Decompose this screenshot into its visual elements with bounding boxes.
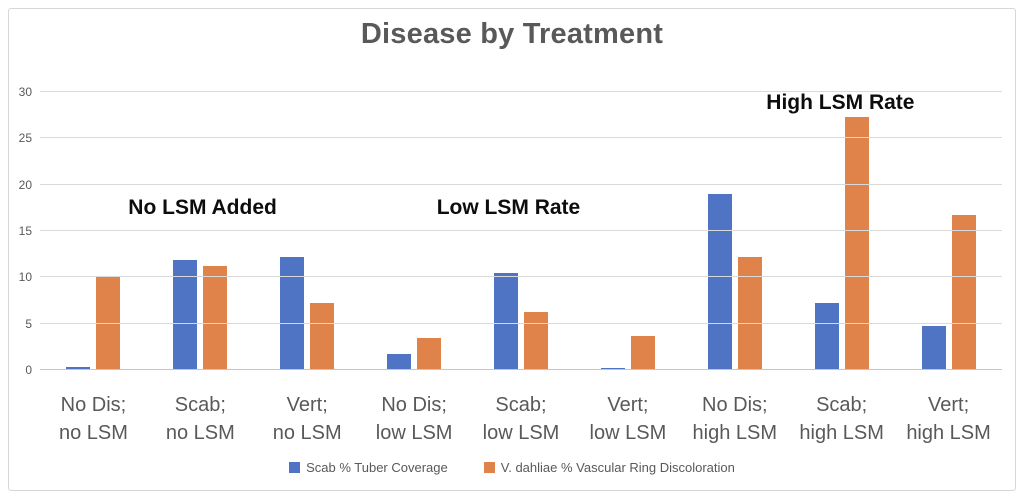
bar-group-1 bbox=[40, 92, 147, 370]
gridline-30 bbox=[40, 91, 1002, 92]
x-axis-label-line: low LSM bbox=[375, 422, 453, 444]
bar-series-1-group-8 bbox=[814, 303, 839, 370]
plot-area: No LSM Added Low LSM Rate High LSM Rate bbox=[40, 91, 1002, 370]
x-axis-label-line: No Dis; bbox=[702, 394, 768, 416]
y-tick-label-30: 30 bbox=[18, 85, 32, 99]
legend-item-2: V. dahliae % Vascular Ring Discoloration bbox=[483, 460, 735, 475]
bar-group-6 bbox=[574, 92, 681, 370]
x-axis-label-4: No Dis; low LSM bbox=[361, 391, 468, 447]
gridline-5 bbox=[40, 322, 1002, 324]
x-axis-label-line: no LSM bbox=[272, 422, 342, 444]
x-axis-label-line: high LSM bbox=[906, 422, 991, 444]
x-axis-label-line: No Dis; bbox=[381, 394, 447, 416]
gridline-25 bbox=[40, 137, 1002, 139]
bar-group-3 bbox=[254, 92, 361, 370]
x-axis-label-line: Vert; bbox=[928, 394, 970, 416]
x-axis-label-line: No Dis; bbox=[60, 394, 127, 416]
annotation-2: Low LSM Rate bbox=[436, 195, 581, 219]
x-axis-label-7: No Dis; high LSM bbox=[681, 391, 788, 447]
bar-series-2-group-8 bbox=[844, 117, 869, 370]
x-axis-label-6: Vert; low LSM bbox=[574, 391, 681, 447]
y-axis: 0 5 10 15 20 25 30 bbox=[0, 85, 32, 377]
x-axis-label-line: Scab; bbox=[495, 394, 547, 416]
bar-groups bbox=[40, 92, 1002, 370]
x-axis-label-line: high LSM bbox=[799, 422, 884, 444]
gridline-20 bbox=[40, 183, 1002, 185]
annotation-1: No LSM Added bbox=[128, 195, 277, 219]
bar-group-5 bbox=[468, 92, 575, 370]
y-tick-label-5: 5 bbox=[25, 316, 32, 331]
bar-series-2-group-9 bbox=[951, 215, 976, 370]
x-axis-label-1: No Dis; no LSM bbox=[40, 391, 147, 447]
bar-series-1-group-5 bbox=[494, 272, 518, 370]
bar-series-2-group-4 bbox=[417, 337, 442, 370]
bar-group-4 bbox=[361, 92, 468, 370]
x-axis-label-9: Vert; high LSM bbox=[895, 391, 1002, 447]
gridline-0 bbox=[40, 369, 1002, 370]
bar-group-7 bbox=[681, 92, 788, 370]
legend-label-1: Scab % Tuber Coverage bbox=[306, 460, 448, 475]
bar-series-1-group-1 bbox=[66, 367, 91, 370]
bar-series-2-group-3 bbox=[310, 303, 335, 370]
legend-swatch-2 bbox=[483, 462, 495, 473]
y-tick-label-20: 20 bbox=[18, 177, 32, 192]
x-axis-label-3: Vert; no LSM bbox=[254, 391, 361, 447]
bar-series-1-group-3 bbox=[280, 256, 305, 370]
gridline-10 bbox=[40, 276, 1002, 278]
x-axis-label-line: no LSM bbox=[58, 422, 128, 444]
y-tick-label-25: 25 bbox=[18, 131, 32, 146]
bar-series-2-group-5 bbox=[524, 311, 548, 370]
bar-group-2 bbox=[147, 92, 254, 370]
x-axis-label-line: Vert; bbox=[607, 394, 649, 416]
gridline-15 bbox=[40, 230, 1002, 231]
bar-series-2-group-6 bbox=[630, 335, 655, 370]
legend: Scab % Tuber Coverage V. dahliae % Vascul… bbox=[0, 460, 1024, 475]
x-axis-labels: No Dis; no LSM Scab; no LSM Vert; no LSM No Di… bbox=[40, 391, 1002, 447]
x-axis-label-2: Scab; no LSM bbox=[147, 391, 254, 447]
y-tick-label-0: 0 bbox=[25, 363, 32, 377]
y-tick-label-15: 15 bbox=[18, 224, 32, 238]
bar-group-8 bbox=[788, 92, 895, 370]
x-axis-label-5: Scab; low LSM bbox=[468, 391, 575, 447]
bar-group-9 bbox=[895, 92, 1002, 370]
x-axis-label-line: Scab; bbox=[816, 394, 868, 416]
legend-label-2: V. dahliae % Vascular Ring Discoloration bbox=[500, 460, 735, 475]
bar-series-1-group-7 bbox=[707, 193, 732, 370]
legend-swatch-1 bbox=[289, 462, 301, 473]
chart-title: Disease by Treatment bbox=[360, 18, 664, 50]
x-axis-label-line: no LSM bbox=[165, 422, 235, 444]
y-tick-label-10: 10 bbox=[18, 270, 32, 285]
bar-series-2-group-2 bbox=[203, 266, 228, 370]
legend-item-1: Scab % Tuber Coverage bbox=[289, 460, 448, 475]
x-axis-label-line: Vert; bbox=[286, 394, 328, 416]
x-axis-label-line: Scab; bbox=[174, 394, 226, 416]
annotation-3: High LSM Rate bbox=[766, 91, 915, 115]
x-axis-label-line: low LSM bbox=[589, 422, 667, 444]
x-axis-label-line: high LSM bbox=[692, 422, 778, 444]
x-axis-label-line: low LSM bbox=[482, 422, 560, 444]
bar-series-2-group-7 bbox=[737, 256, 762, 370]
bar-series-1-group-2 bbox=[173, 259, 198, 370]
bar-series-1-group-9 bbox=[921, 325, 946, 370]
bar-series-1-group-4 bbox=[387, 354, 412, 370]
x-axis-label-8: Scab; high LSM bbox=[788, 391, 895, 447]
